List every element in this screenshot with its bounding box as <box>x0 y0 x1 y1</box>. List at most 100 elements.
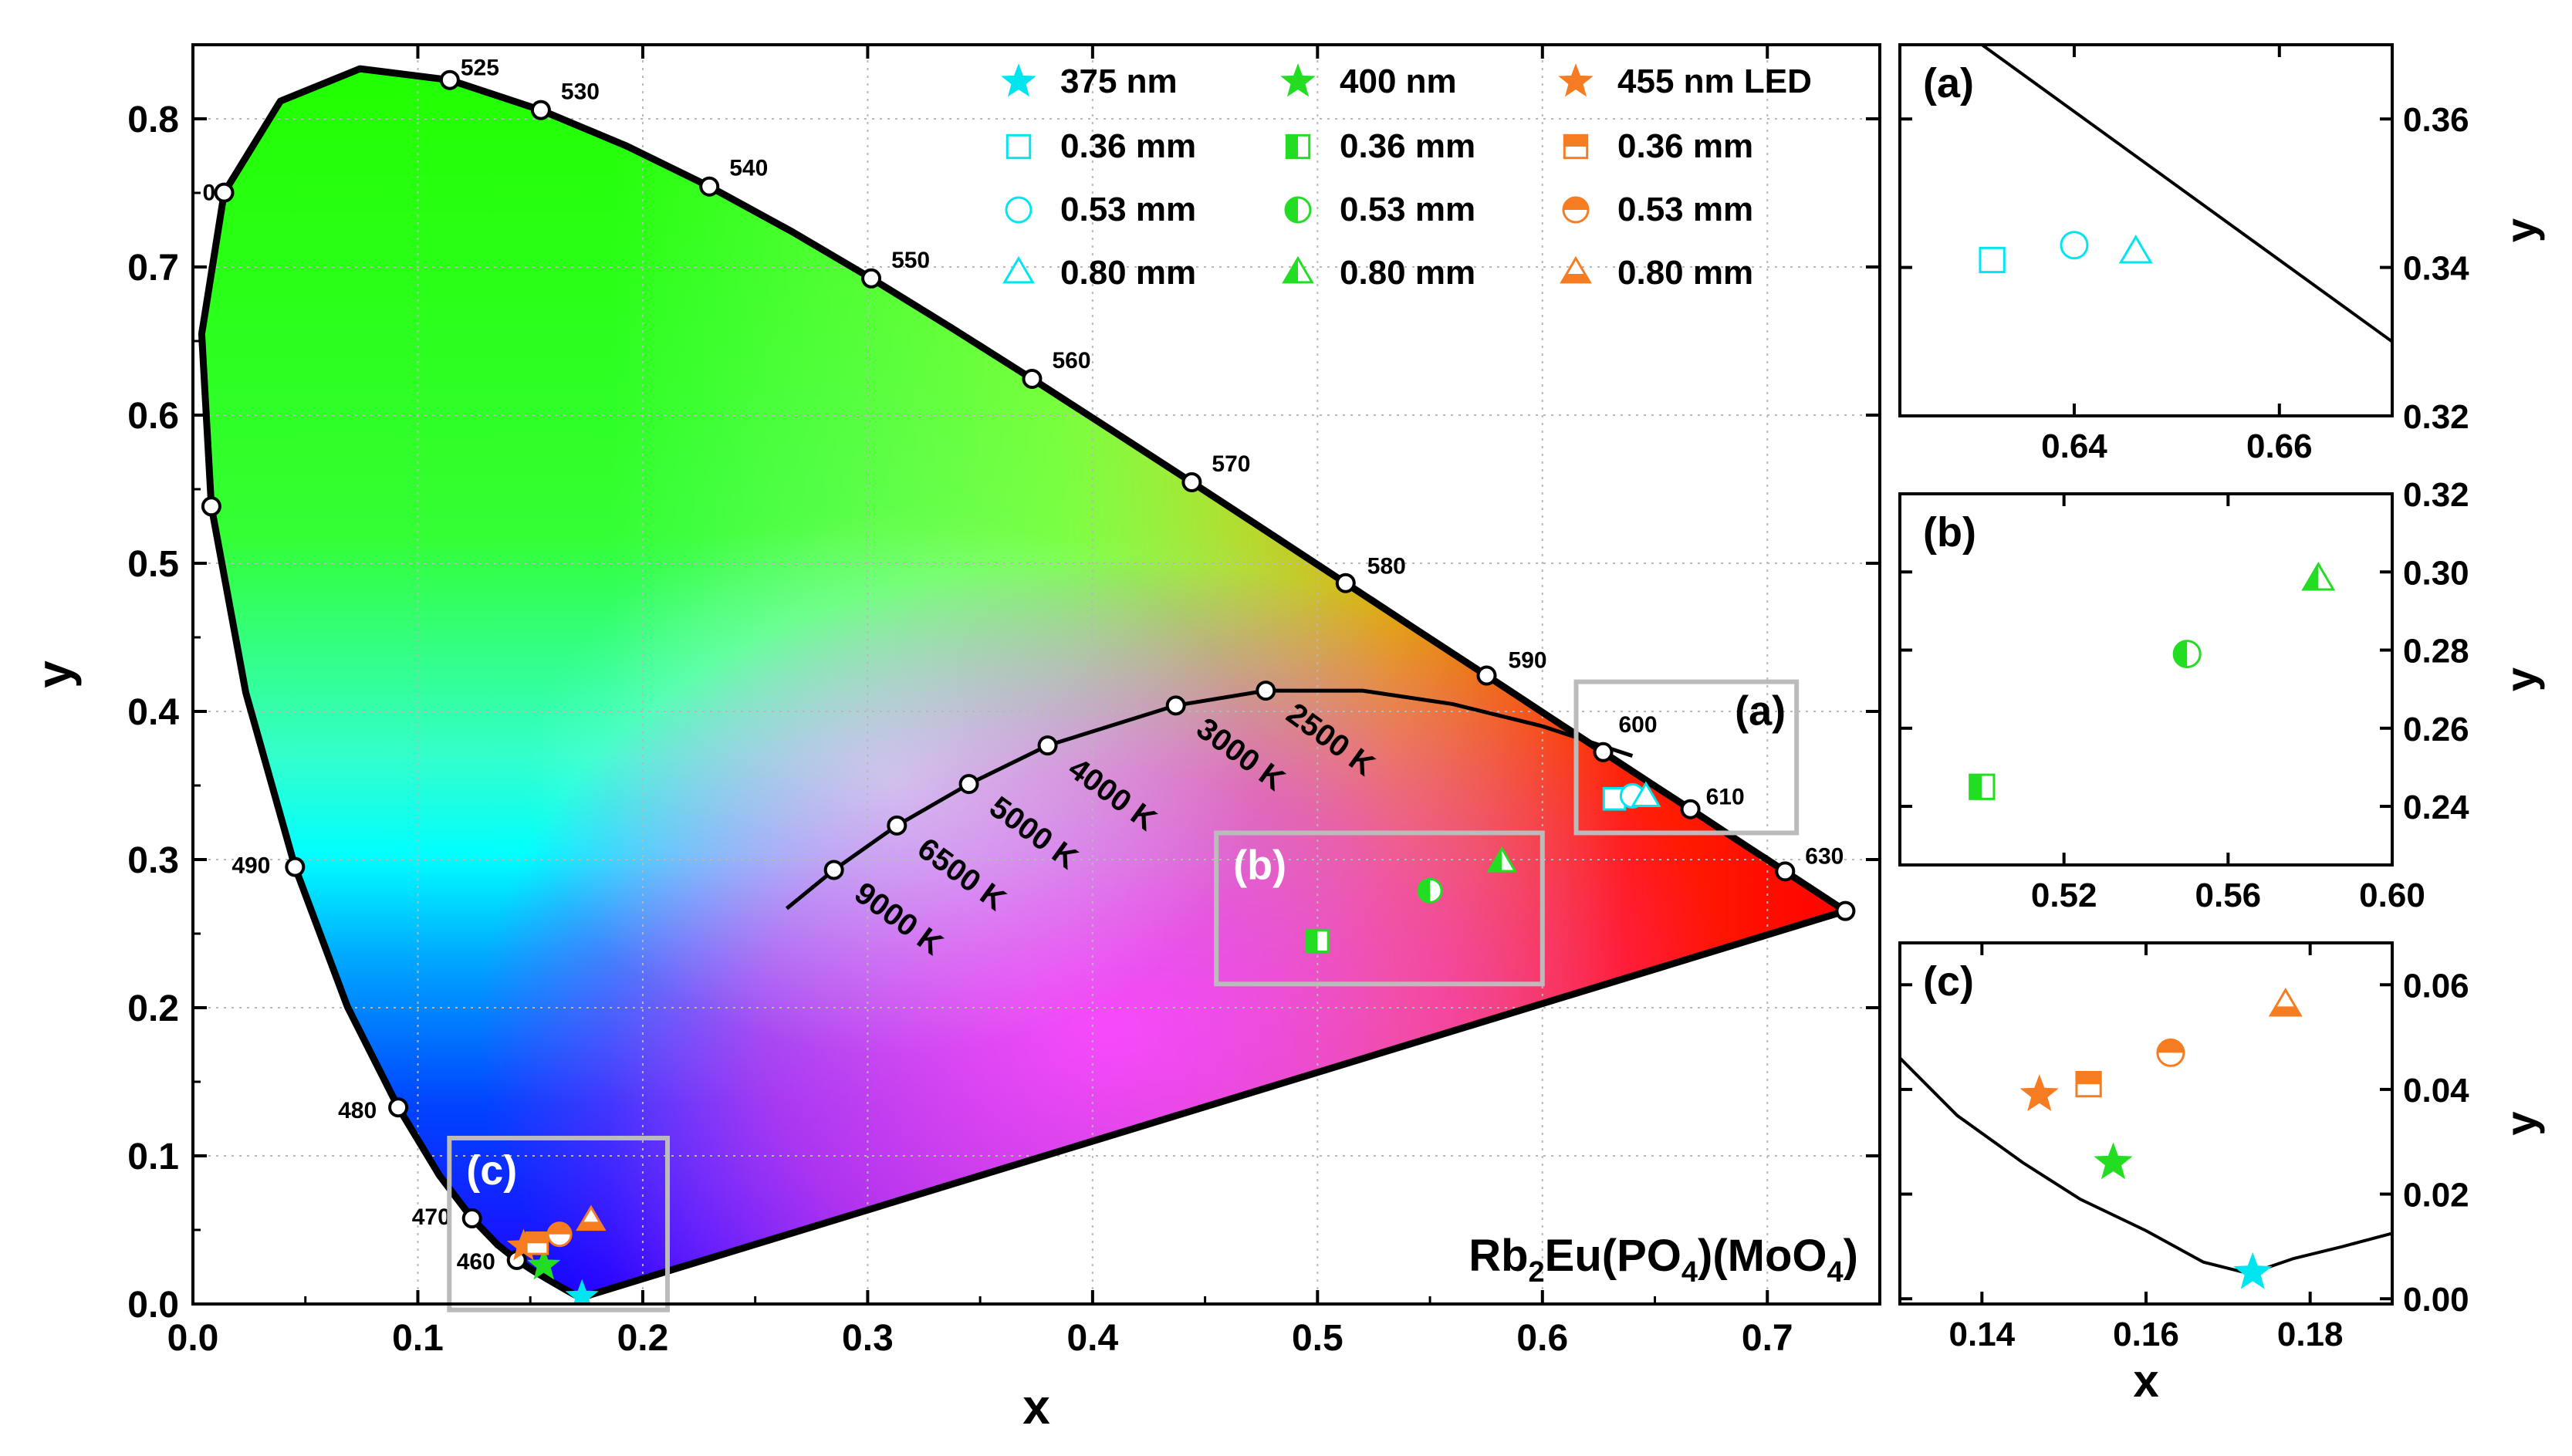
cct-marker <box>958 774 979 795</box>
wavelength-label: 550 <box>891 248 930 273</box>
y-tick-label: 0.7 <box>127 248 179 289</box>
inset-label: (a) <box>1923 60 1974 106</box>
plot-frame <box>191 43 1881 1306</box>
y-tick-label: 0.32 <box>2403 398 2469 436</box>
x-tick-label: 0.52 <box>2031 877 2097 914</box>
y-tick-label: 0.1 <box>127 1137 179 1177</box>
legend-label: 0.53 mm <box>1340 191 1475 228</box>
data-point <box>527 1248 561 1280</box>
legend-label: 0.36 mm <box>1060 127 1196 165</box>
inset-label: (c) <box>1923 958 1974 1005</box>
locus-line <box>1981 45 2392 343</box>
data-point <box>2172 640 2202 669</box>
legend-marker <box>1002 255 1035 284</box>
zoom-box <box>1573 679 1800 836</box>
wavelength-marker <box>1181 471 1202 492</box>
y-tick-label: 0.4 <box>127 692 179 733</box>
data-point <box>1486 846 1518 873</box>
wavelength-label: 610 <box>1706 785 1745 810</box>
x-tick-label: 0.18 <box>2277 1316 2344 1353</box>
legend-marker <box>1005 196 1033 224</box>
x-axis-label: x <box>1022 1379 1050 1434</box>
y-axis-label: y <box>26 660 82 688</box>
x-tick-label: 0.64 <box>2041 427 2107 465</box>
cct-marker <box>823 860 844 880</box>
y-tick-label: 0.34 <box>2403 250 2469 288</box>
wavelength-label: 560 <box>1052 348 1090 373</box>
wavelength-label: 460 <box>457 1249 495 1275</box>
data-point <box>2233 1252 2273 1289</box>
inset-label: (b) <box>1923 509 1976 556</box>
data-point <box>546 1221 573 1248</box>
data-point <box>2094 1142 2133 1180</box>
inset-plot-area <box>1979 45 2392 343</box>
y-tick-label: 0.04 <box>2403 1072 2469 1110</box>
legend-label: 455 nm LED <box>1617 62 1812 100</box>
cct-marker <box>1165 695 1186 716</box>
wavelength-marker <box>1680 799 1701 819</box>
x-tick-label: 0.7 <box>1742 1318 1793 1359</box>
x-tick-label: 0.60 <box>2359 877 2425 914</box>
wavelength-label: 630 <box>1805 843 1844 869</box>
wavelength-label: 570 <box>1212 451 1250 477</box>
inset-plot-area <box>1900 988 2392 1289</box>
x-tick-label: 0.14 <box>1949 1316 2016 1353</box>
wavelength-marker <box>1022 368 1043 389</box>
legend-label: 0.80 mm <box>1060 254 1196 292</box>
wavelength-marker <box>1476 665 1497 686</box>
wavelength-marker <box>201 496 221 517</box>
zoom-box <box>447 1135 670 1312</box>
data-point <box>576 1204 607 1231</box>
data-point <box>1969 773 1996 800</box>
data-point <box>2156 1038 2185 1067</box>
data-point <box>2060 231 2089 260</box>
x-tick-label: 0.5 <box>1292 1318 1343 1359</box>
wavelength-label: 540 <box>729 156 768 181</box>
x-tick-label: 0.4 <box>1066 1318 1118 1359</box>
legend-label: 0.80 mm <box>1340 254 1475 292</box>
data-point <box>2268 988 2303 1017</box>
wavelength-marker <box>461 1208 482 1229</box>
legend-label: 0.36 mm <box>1617 127 1753 165</box>
legend-marker <box>1562 196 1590 224</box>
wavelength-marker <box>530 100 551 120</box>
wavelength-marker <box>1835 900 1856 921</box>
wavelength-label: 600 <box>1618 712 1657 738</box>
inset-plot-area <box>1969 562 2336 800</box>
legend-marker <box>1560 255 1592 284</box>
wavelength-label: 590 <box>1509 648 1547 674</box>
wavelength-marker <box>439 69 460 90</box>
wavelength-label: 470 <box>412 1204 451 1230</box>
wavelength-label: 490 <box>232 853 270 879</box>
data-point <box>1631 781 1661 808</box>
wavelength-marker <box>1593 742 1614 762</box>
wavelength-marker <box>214 182 235 203</box>
y-tick-label: 0.24 <box>2403 789 2469 826</box>
data-points <box>506 781 1661 1304</box>
cct-marker <box>887 815 907 836</box>
legend-marker <box>1001 63 1036 97</box>
wavelength-label: 0 <box>203 181 216 206</box>
legend-marker <box>1285 133 1311 160</box>
legend-marker <box>1563 133 1589 160</box>
data-point <box>2301 562 2336 591</box>
y-tick-label: 0.36 <box>2403 101 2469 139</box>
zoom-box-label: (c) <box>466 1147 517 1194</box>
data-point <box>1979 246 2006 274</box>
y-tick-label: 0.8 <box>127 100 179 140</box>
y-tick-label: 0.28 <box>2403 633 2469 671</box>
y-tick-label: 0.0 <box>127 1285 179 1326</box>
legend-marker <box>1558 63 1594 97</box>
compound-label: Rb2Eu(PO4)(MoO4) <box>1469 1231 1858 1289</box>
legend-label: 0.53 mm <box>1060 191 1196 228</box>
y-axis-label: y <box>2496 667 2545 691</box>
y-tick-label: 0.2 <box>127 988 179 1029</box>
y-axis-label: y <box>2496 218 2545 242</box>
wavelength-label: 480 <box>338 1098 377 1123</box>
zoom-box-label: (a) <box>1735 688 1786 735</box>
inset-panel-c: (c) 0.14 0.16 0.18 0.00 0.02 0.04 0.06 y x <box>1898 941 2545 1407</box>
y-tick-label: 0.00 <box>2403 1281 2469 1319</box>
legend-label: 0.80 mm <box>1617 254 1753 292</box>
